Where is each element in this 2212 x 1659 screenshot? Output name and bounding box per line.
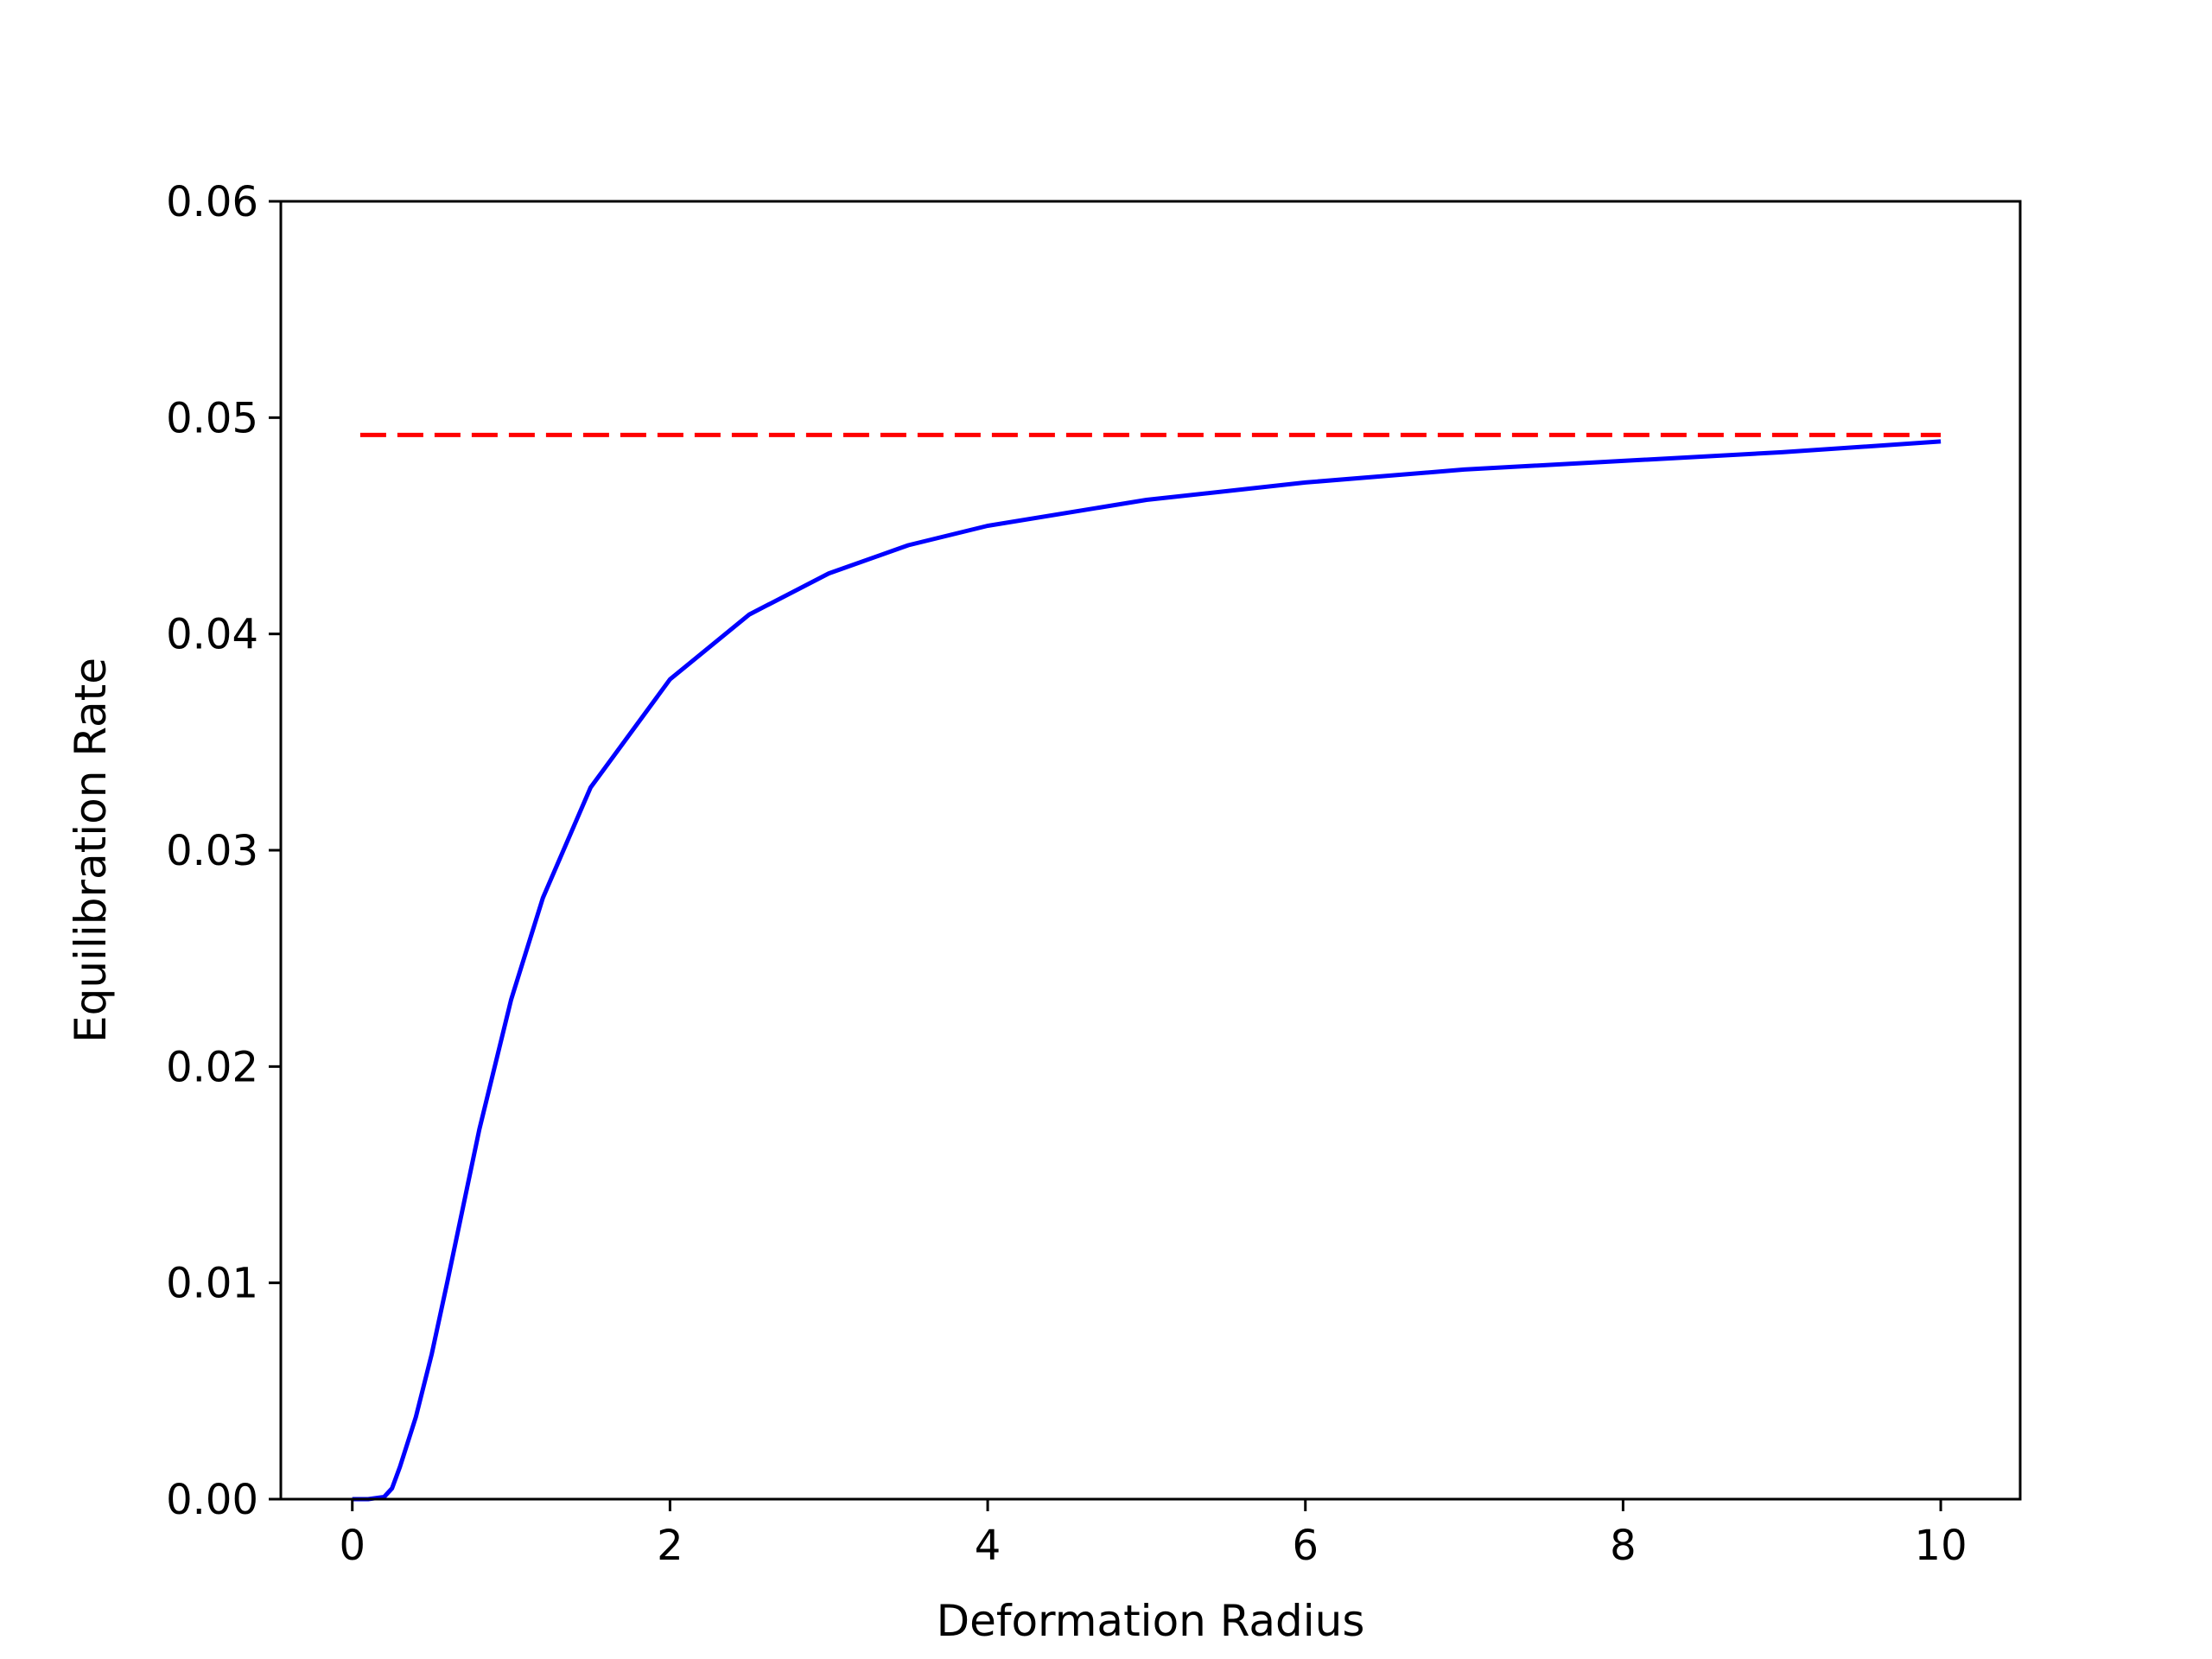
- x-tick-label: 10: [1915, 1522, 1967, 1570]
- series-layer: [352, 432, 1942, 1502]
- series-line-1-solid: [352, 439, 1942, 1502]
- y-tick-label: 0.04: [166, 611, 258, 659]
- y-tick-label: 0.06: [166, 178, 258, 226]
- x-tick-label: 6: [1292, 1522, 1319, 1570]
- y-tick-label: 0.02: [166, 1043, 258, 1091]
- x-tick-label: 0: [339, 1522, 365, 1570]
- y-tick-label: 0.05: [166, 394, 258, 442]
- x-tick-label: 4: [975, 1522, 1001, 1570]
- y-tick-label: 0.00: [166, 1476, 258, 1524]
- x-tick-label: 8: [1610, 1522, 1637, 1570]
- y-tick-label: 0.01: [166, 1260, 258, 1308]
- y-tick-label: 0.03: [166, 827, 258, 875]
- x-tick-label: 2: [657, 1522, 683, 1570]
- y-axis-label: Equilibration Rate: [66, 658, 116, 1043]
- axes-layer: 0 2 4 6 8 10 0.00 0.01 0.02 0.03 0.04 0.05 0.06: [166, 178, 2022, 1570]
- x-axis-label: Deformation Radius: [937, 1596, 1365, 1646]
